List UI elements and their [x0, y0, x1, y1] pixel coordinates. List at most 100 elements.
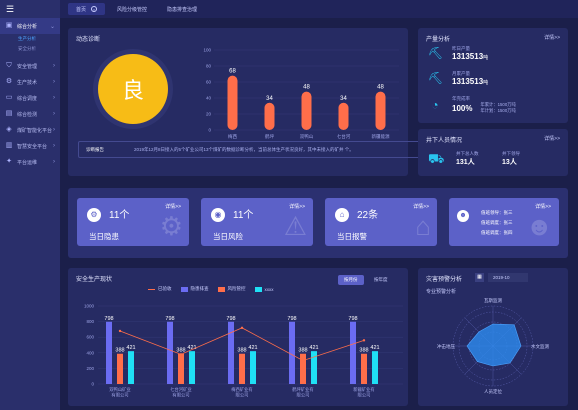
sidebar-subitem-production[interactable]: 生产分析	[18, 36, 36, 41]
data-label: 421	[248, 345, 257, 351]
gear-watermark-icon: ⚙	[159, 211, 183, 241]
month-picker[interactable]: 2019-10	[488, 273, 528, 282]
report-text: 2019年12月8日接入的5个矿业公司13个煤矿的数据诊断分析，当前总体生产状况…	[134, 146, 354, 152]
by-year-button[interactable]: 按年度	[374, 277, 388, 282]
panel-title: 井下人员情况	[426, 138, 463, 144]
radar-axis-label: 水文监测	[531, 343, 549, 350]
tab-home[interactable]: 首页 ×	[68, 3, 106, 15]
tab-hazard[interactable]: 隐患排查治理	[167, 6, 198, 13]
dashboard-icon: ▣	[5, 22, 13, 29]
sidebar-item-tech[interactable]: ⚙ 生产技术 ›	[0, 74, 60, 90]
duty-card[interactable]: ☻ 详情>> 值班领导：张三 值班调度：张三 值班调度：张四 ☻	[449, 198, 559, 246]
bar	[117, 353, 123, 384]
sidebar-item-smart-safety[interactable]: ▥ 智慧安全平台 ›	[0, 138, 60, 154]
x-tick-label: 有限公司	[111, 392, 128, 399]
data-label: 48	[377, 85, 384, 91]
metric-label: 昨日产量	[452, 46, 470, 51]
menu-icon[interactable]: ☰	[6, 3, 15, 14]
sidebar-item-ops[interactable]: ✦ 平台运维 ›	[0, 154, 60, 170]
y-tick-label: 400	[86, 350, 94, 355]
x-tick-label: 梅西	[228, 133, 237, 140]
year-plan: 年计划：1500万吨	[480, 108, 516, 113]
bar	[300, 353, 306, 384]
chevron-right-icon: ›	[53, 95, 55, 101]
radar-area	[466, 323, 522, 367]
metric-value: 100%	[452, 103, 473, 113]
legend-item: 风险管控	[217, 286, 246, 292]
radar-axis-label: 瓦斯监测	[484, 297, 502, 304]
by-month-button[interactable]: 按月份	[338, 275, 364, 285]
details-link[interactable]: 详情>>	[289, 204, 305, 210]
sidebar-item-dispatch[interactable]: ▭ 综合调度 ›	[0, 90, 60, 106]
gear-icon: ⚙	[5, 78, 13, 85]
data-label: 388	[237, 348, 246, 354]
line-point	[118, 329, 122, 333]
safety-panel: 安全生产现状 已验收 隐患排查 风险管控 xxxx 按月份 按年度 1000 80…	[68, 268, 408, 406]
data-label: 388	[298, 348, 307, 354]
sidebar-item-label: 安全管理	[17, 63, 38, 70]
sidebar-item-safety[interactable]: ⛉ 安全管理 ›	[0, 58, 60, 74]
tools-icon: ✦	[6, 158, 12, 165]
tab-label: 首页	[76, 6, 87, 13]
bar	[372, 351, 378, 384]
calendar-icon[interactable]: ▦	[475, 273, 484, 282]
details-link[interactable]: 详情>>	[544, 136, 560, 142]
risk-card[interactable]: ◉ 11个 当日风险 详情>> ⚠	[201, 198, 313, 246]
bar	[228, 321, 234, 384]
alarm-count: 22条	[357, 210, 379, 221]
y-tick-label: 200	[86, 366, 94, 371]
x-tick-label: 新疆矿业有	[353, 386, 375, 393]
data-label: 421	[370, 345, 379, 351]
production-panel: 产量分析 详情>> ⛏ 昨日产量 1313513吨 ⛏ 月累产量 1313513…	[418, 28, 568, 123]
radar-axis-label: 人员定位	[484, 388, 502, 395]
chevron-right-icon: ›	[53, 159, 55, 165]
sidebar-item-detect[interactable]: ▤ 综合检测 ›	[0, 106, 60, 122]
server-icon: ▥	[5, 142, 13, 149]
y-tick-label: 80	[206, 64, 212, 69]
alarm-card[interactable]: ⌂ 22条 当日报警 详情>> ⌂	[325, 198, 437, 246]
underground-leaders: 井下领导 13人	[502, 151, 520, 166]
bar	[167, 321, 173, 384]
risk-label: 当日风险	[213, 232, 243, 241]
sidebar: ☰ ▣ 综合分析 ⌄ 生产分析 安全分析 ⛉ 安全管理 › ⚙ 生产技术 › ▭…	[0, 0, 60, 410]
details-link[interactable]: 详情>>	[165, 204, 181, 210]
chevron-right-icon: ›	[53, 63, 55, 69]
sidebar-item-smart-mine[interactable]: ◈ 煤矿智能化平台 ›	[0, 122, 60, 138]
y-tick-label: 0	[91, 382, 94, 387]
details-link[interactable]: 详情>>	[535, 204, 551, 210]
x-tick-label: 双鸭山	[300, 133, 314, 140]
data-label: 48	[303, 85, 310, 91]
x-tick-label: 鹤坪	[265, 133, 274, 140]
y-tick-label: 100	[203, 48, 211, 53]
line-point	[301, 359, 305, 362]
x-tick-label: 有限公司	[172, 392, 189, 399]
data-label: 798	[348, 316, 357, 322]
siren-watermark-icon: ⚠	[283, 211, 307, 241]
duty-row: 值班调度：张三	[481, 220, 513, 225]
sidebar-item-label: 综合调度	[17, 95, 38, 102]
x-tick-label: 七台河	[337, 133, 351, 140]
data-label: 798	[165, 316, 174, 322]
hazard-card[interactable]: ⚙ 11个 当日隐患 详情>> ⚙	[77, 198, 189, 246]
sidebar-item-analysis[interactable]: ▣ 综合分析 ⌄	[0, 18, 60, 34]
bar	[301, 91, 312, 130]
metric-value: 1313513吨	[452, 52, 489, 61]
bar	[361, 353, 367, 384]
details-link[interactable]: 详情>>	[544, 35, 560, 41]
bar	[350, 321, 356, 384]
monthly-output: ⛏ 月累产量 1313513吨	[428, 70, 488, 86]
line-point	[362, 339, 366, 342]
y-tick-label: 600	[86, 335, 94, 340]
details-link[interactable]: 详情>>	[413, 204, 429, 210]
chevron-right-icon: ›	[53, 79, 55, 85]
x-tick-label: 双鸭山矿业	[109, 386, 131, 393]
chart-icon: ▤	[5, 110, 13, 117]
alarm-label: 当日报警	[337, 232, 367, 241]
bar	[239, 353, 245, 384]
close-icon[interactable]: ×	[91, 6, 98, 12]
sidebar-subitem-safety[interactable]: 安全分析	[18, 46, 36, 51]
tab-risk[interactable]: 风险分级管控	[117, 6, 148, 13]
y-tick-label: 60	[206, 80, 212, 85]
shield-icon: ⛉	[6, 62, 12, 69]
duty-row: 值班领导：张三	[481, 210, 513, 215]
